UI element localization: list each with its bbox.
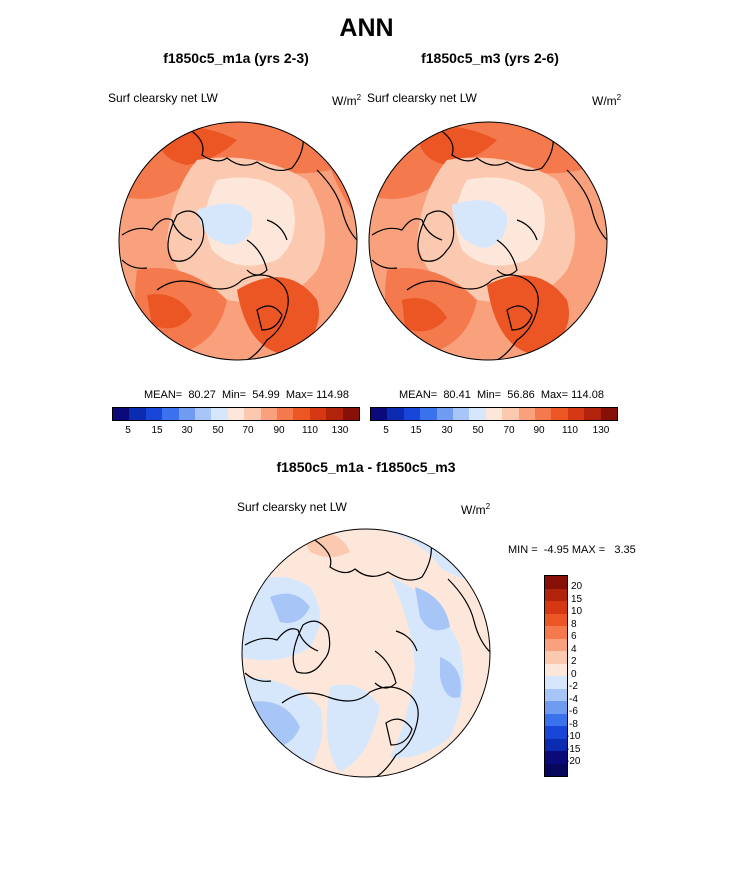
colorbar-1-bin [260,408,278,420]
colorbar-1-tick: 130 [331,425,349,436]
colorbar-diff-bin [545,588,567,601]
colorbar-2-bin [436,408,454,420]
colorbar-2-bin [535,408,552,420]
colorbar-diff-bin [545,676,567,689]
colorbar-diff-tick: -2 [569,681,578,692]
colorbar-1-bin [162,408,179,420]
main-title: ANN [339,14,394,42]
colorbar-2-tick: 90 [533,425,545,436]
colorbar-diff-bin [545,638,567,651]
colorbar-2-bin [584,408,601,420]
colorbar-diff-bin [545,613,567,626]
colorbar-1-bin [342,408,360,420]
colorbar-1-tick: 110 [302,425,318,436]
colorbar-1-bin [113,408,130,420]
colorbar-2-tick: 30 [441,425,453,436]
colorbar-diff [544,575,568,777]
colorbar-1-tick: 15 [151,425,163,436]
colorbar-diff-tick: -20 [566,756,581,767]
stats-label-1: MEAN= 80.27 Min= 54.99 Max= 114.98 [144,389,349,401]
diff-minmax-label: MIN = -4.95 MAX = 3.35 [508,544,636,556]
colorbar-2-bin [551,408,568,420]
colorbar-diff-tick: 10 [571,606,583,617]
colorbar-1-bin [178,408,196,420]
colorbar-1-bin [227,408,245,420]
units-label-1: W/m2 [332,93,362,108]
colorbar-diff-tick: 0 [571,669,577,680]
colorbar-diff-bin [545,651,567,664]
colorbar-diff-tick: 4 [571,644,577,655]
colorbar-diff-bin [545,763,567,776]
panel-title-1: f1850c5_m1a (yrs 2-3) [163,50,309,66]
stats-label-2: MEAN= 80.41 Min= 56.86 Max= 114.08 [399,389,604,401]
colorbar-diff-tick: -15 [566,744,581,755]
colorbar-2-bin [502,408,519,420]
colorbar-1-bin [211,408,228,420]
polar-map-diff [241,528,491,778]
colorbar-diff-bin [545,688,567,701]
colorbar-2-bin [485,408,503,420]
colorbar-1-tick: 70 [242,425,254,436]
variable-label-2: Surf clearsky net LW [367,91,477,105]
variable-label-1: Surf clearsky net LW [108,91,218,105]
colorbar-1-tick: 5 [125,425,131,436]
colorbar-2-bin [469,408,486,420]
units-label-2: W/m2 [592,93,622,108]
colorbar-1-tick: 90 [273,425,285,436]
colorbar-diff-bin [545,626,567,639]
colorbar-1-bin [145,408,163,420]
colorbar-2-bin [453,408,470,420]
colorbar-diff-tick: -10 [566,731,581,742]
colorbar-2-bin [567,408,585,420]
colorbar-1-bin [277,408,294,420]
colorbar-diff-tick: 15 [571,594,583,605]
colorbar-1-bin [326,408,343,420]
colorbar-2-bin [420,408,437,420]
colorbar-diff-tick: 20 [571,581,583,592]
panel-title-2: f1850c5_m3 (yrs 2-6) [421,50,559,66]
colorbar-diff-tick: 2 [571,656,577,667]
colorbar-2-tick: 50 [472,425,484,436]
polar-map-2 [368,121,608,361]
diff-variable-label: Surf clearsky net LW [237,500,347,514]
colorbar-1-bin [195,408,212,420]
colorbar-2 [370,407,618,421]
colorbar-2-bin [371,408,388,420]
colorbar-diff-bin [545,601,567,614]
colorbar-2-tick: 15 [410,425,422,436]
colorbar-diff-bin [545,738,567,751]
colorbar-diff-tick: -4 [569,694,578,705]
colorbar-1-tick: 50 [212,425,224,436]
colorbar-1-bin [293,408,310,420]
colorbar-2-bin [600,408,618,420]
colorbar-1-bin [244,408,261,420]
colorbar-2-tick: 130 [592,425,610,436]
colorbar-diff-tick: 6 [571,631,577,642]
colorbar-2-bin [387,408,404,420]
colorbar-diff-tick: -6 [569,706,578,717]
colorbar-diff-bin [545,663,567,676]
colorbar-2-bin [403,408,421,420]
diff-title: f1850c5_m1a - f1850c5_m3 [276,459,456,475]
diff-units-label: W/m2 [461,502,491,517]
colorbar-2-tick: 110 [562,425,578,436]
polar-map-1 [118,121,358,361]
colorbar-2-bin [518,408,536,420]
colorbar-2-tick: 5 [383,425,389,436]
colorbar-2-tick: 70 [503,425,515,436]
colorbar-1 [112,407,360,421]
colorbar-diff-bin [545,751,567,764]
colorbar-1-bin [129,408,146,420]
colorbar-1-bin [309,408,327,420]
colorbar-diff-tick: 8 [571,619,577,630]
colorbar-diff-bin [545,713,567,726]
colorbar-diff-tick: -8 [569,719,578,730]
colorbar-1-tick: 30 [181,425,193,436]
colorbar-diff-bin [545,576,567,589]
colorbar-diff-bin [545,726,567,739]
colorbar-diff-bin [545,701,567,714]
